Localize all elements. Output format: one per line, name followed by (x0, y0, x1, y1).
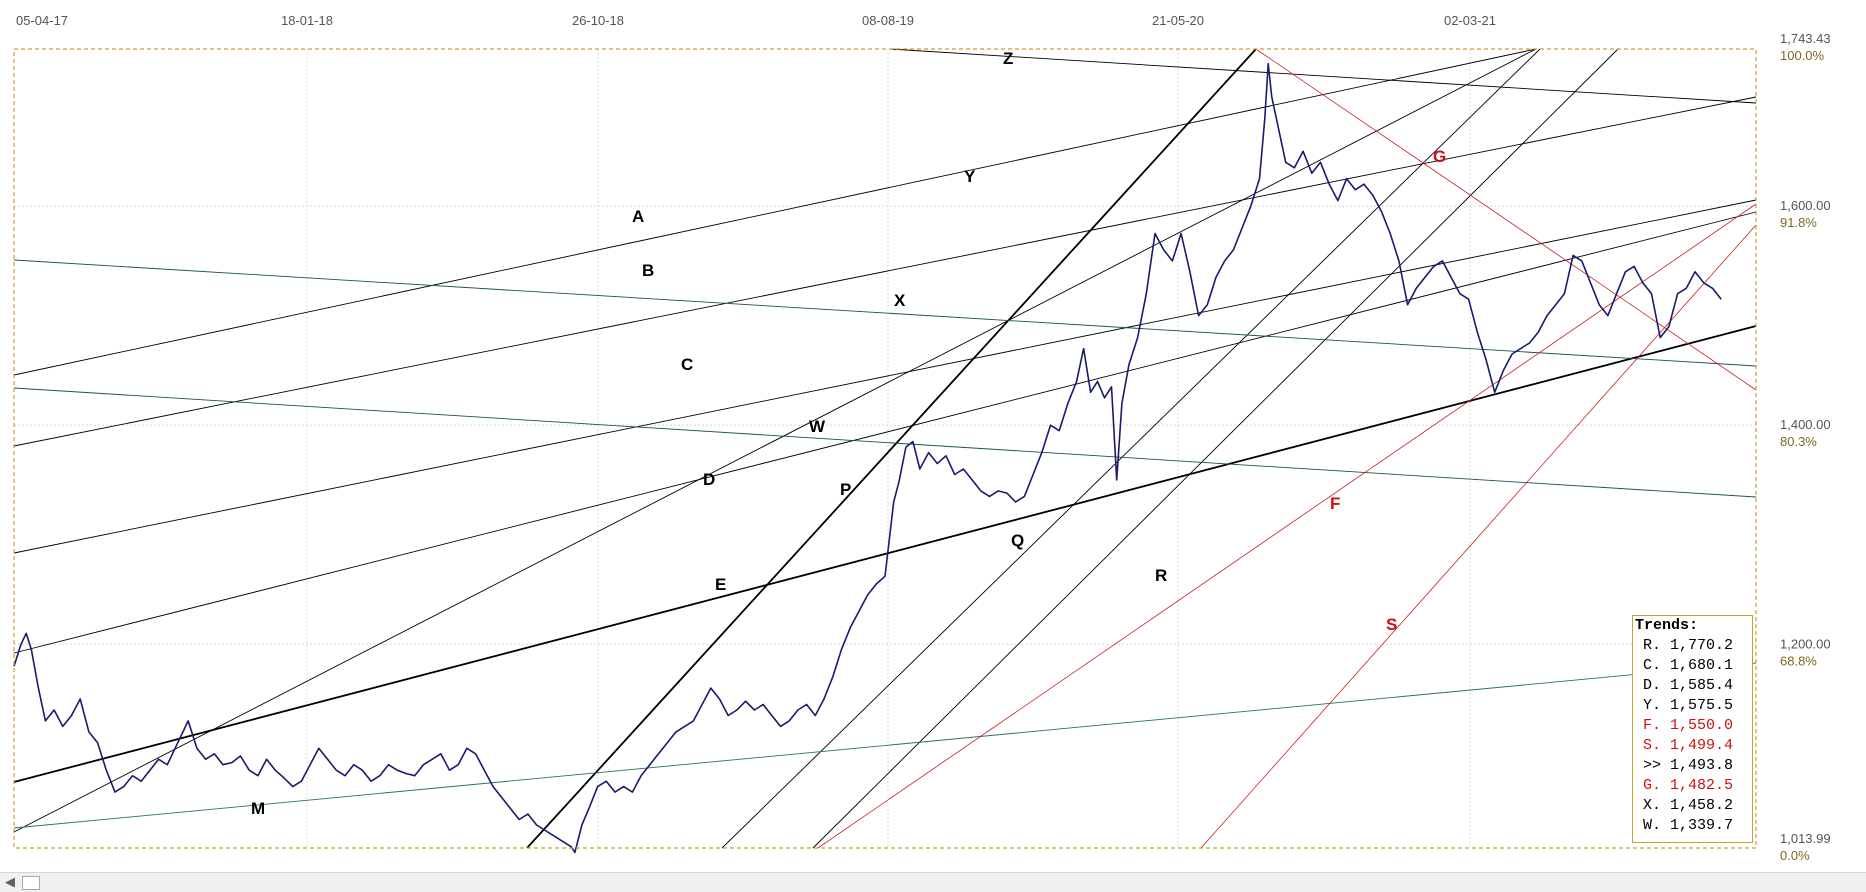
trend-label-p: P (840, 480, 851, 499)
y-tick-price: 1,013.99 (1780, 831, 1831, 846)
axes: 05-04-17 18-01-18 26-10-18 08-08-19 21-05-20… (13, 13, 1831, 863)
price-series (13, 62, 1722, 854)
trend-row: W. 1,339.7 (1643, 817, 1734, 834)
scroll-thumb[interactable] (22, 876, 40, 890)
scroll-left-icon[interactable]: ◀ (5, 875, 15, 890)
trend-row: S. 1,499.4 (1643, 737, 1734, 754)
trend-label-w: W (809, 417, 826, 436)
trend-line-p (526, 48, 1257, 849)
y-tick-pct: 91.8% (1780, 215, 1817, 230)
trend-label-m: M (251, 799, 265, 818)
trend-line-c (13, 199, 1757, 554)
trends-title: Trends: (1635, 617, 1699, 634)
trend-line-a (13, 48, 1537, 376)
grid (14, 49, 1756, 848)
trend-row: G. 1,482.5 (1643, 777, 1734, 794)
price-line (13, 62, 1722, 854)
trend-row: Y. 1,575.5 (1643, 697, 1734, 714)
trend-line-b (13, 96, 1757, 447)
plot-frame (13, 48, 1757, 849)
trend-line-m (13, 662, 1757, 829)
trend-line-r (812, 48, 1619, 849)
x-tick-label: 05-04-17 (16, 13, 68, 28)
trend-row: >> 1,493.8 (1643, 757, 1734, 774)
trend-label-d: D (703, 470, 715, 489)
trend-label-q: Q (1011, 531, 1024, 550)
trend-line-z (889, 48, 1757, 104)
x-tick-label: 08-08-19 (862, 13, 914, 28)
trend-line-q (721, 48, 1541, 849)
y-tick-pct: 80.3% (1780, 434, 1817, 449)
trend-line-y (13, 48, 1537, 833)
trends-panel: Trends: R. 1,770.2 C. 1,680.1 D. 1,585.4 Y.… (1632, 615, 1753, 843)
trend-label-f: F (1330, 494, 1340, 513)
trend-label-r: R (1155, 566, 1167, 585)
trend-label-x: X (894, 291, 906, 310)
trend-line-d (13, 211, 1757, 654)
chart-canvas[interactable]: A B C D E Y Z P Q R X W M F S G 05-04-17 18-01-18 26-10-1… (0, 0, 1866, 872)
trend-row: R. 1,770.2 (1643, 637, 1734, 654)
x-tick-label: 18-01-18 (281, 13, 333, 28)
y-tick-price: 1,600.00 (1780, 198, 1831, 213)
trends-list: R. 1,770.2 C. 1,680.1 D. 1,585.4 Y. 1,575.5… (1635, 636, 1752, 836)
x-tick-label: 02-03-21 (1444, 13, 1496, 28)
y-tick-price: 1,200.00 (1780, 636, 1831, 651)
trend-line-w (13, 387, 1757, 498)
trend-row: X. 1,458.2 (1643, 797, 1734, 814)
trend-line-labels: A B C D E Y Z P Q R X W M F S G (251, 49, 1446, 818)
trend-label-e: E (715, 575, 726, 594)
y-tick-price: 1,743.43 (1780, 31, 1831, 46)
y-tick-pct: 100.0% (1780, 48, 1825, 63)
y-tick-pct: 0.0% (1780, 848, 1810, 863)
trend-line-f (817, 203, 1757, 849)
trend-line-g (1255, 48, 1757, 391)
trend-label-s: S (1386, 615, 1397, 634)
trend-label-a: A (632, 207, 644, 226)
trend-label-c: C (681, 355, 693, 374)
horizontal-scrollbar[interactable]: ◀ (0, 872, 1866, 892)
y-tick-price: 1,400.00 (1780, 417, 1831, 432)
trend-label-g: G (1433, 147, 1446, 166)
x-tick-label: 26-10-18 (572, 13, 624, 28)
x-tick-label: 21-05-20 (1152, 13, 1204, 28)
trend-row: C. 1,680.1 (1643, 657, 1734, 674)
trend-row: F. 1,550.0 (1643, 717, 1734, 734)
trend-row: D. 1,585.4 (1643, 677, 1734, 694)
trend-line-x (13, 259, 1757, 367)
y-tick-pct: 68.8% (1780, 653, 1817, 668)
trend-line-e (13, 325, 1757, 783)
trend-label-y: Y (964, 167, 976, 186)
trend-label-z: Z (1003, 49, 1013, 68)
trend-line-s (1200, 224, 1757, 849)
trend-label-b: B (642, 261, 654, 280)
trend-lines (13, 48, 1757, 849)
